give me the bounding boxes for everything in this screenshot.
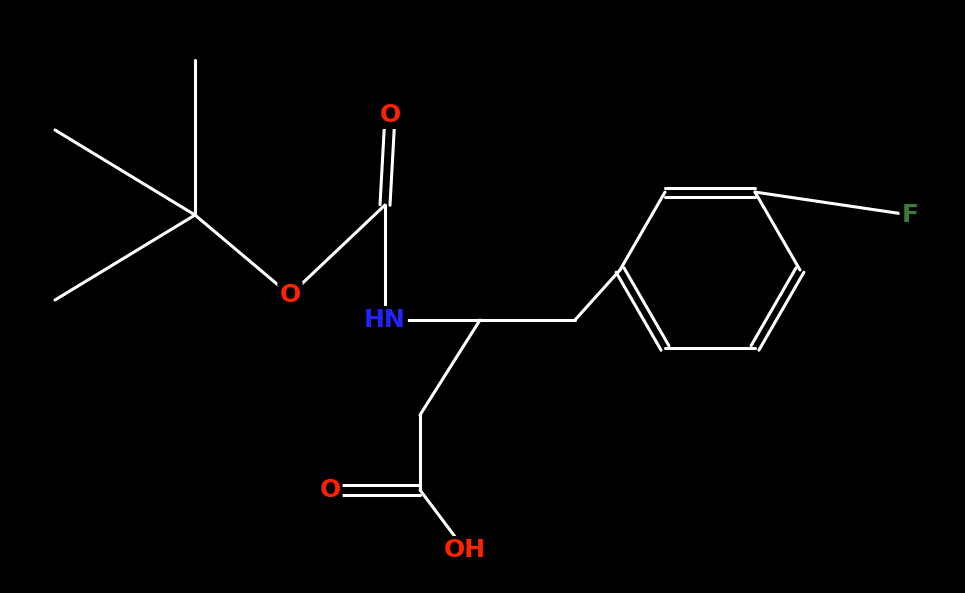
Text: O: O — [319, 478, 341, 502]
Text: HN: HN — [364, 308, 406, 332]
Text: O: O — [379, 103, 400, 127]
Text: F: F — [901, 203, 919, 227]
Text: O: O — [280, 283, 301, 307]
Text: OH: OH — [444, 538, 486, 562]
